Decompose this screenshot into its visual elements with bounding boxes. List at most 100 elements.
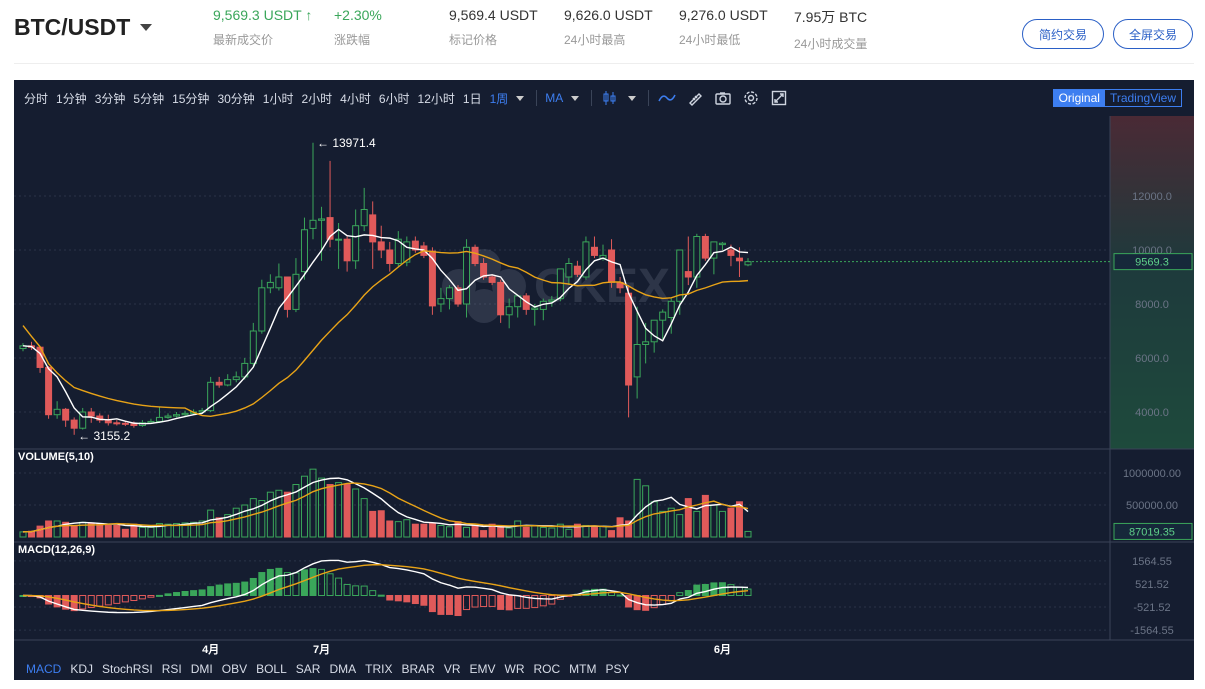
volume-bar bbox=[360, 498, 368, 538]
volume-bar bbox=[590, 526, 598, 538]
interval-3[interactable]: 5分钟 bbox=[133, 91, 165, 106]
indicator-tab-kdj[interactable]: KDJ bbox=[70, 662, 94, 676]
indicator-tab-vr[interactable]: VR bbox=[443, 662, 461, 676]
interval-4[interactable]: 15分钟 bbox=[172, 91, 210, 106]
candle bbox=[232, 371, 240, 383]
candle bbox=[266, 274, 274, 294]
interval-11[interactable]: 1日 bbox=[462, 91, 482, 106]
macd-histogram-bar bbox=[744, 588, 752, 597]
indicator-tab-brar[interactable]: BRAR bbox=[401, 662, 435, 676]
macd-histogram-bar bbox=[318, 568, 326, 596]
candle bbox=[608, 239, 616, 288]
macd-histogram-bar bbox=[343, 583, 351, 597]
fullscreen-icon[interactable] bbox=[769, 88, 789, 108]
macd-histogram-bar bbox=[463, 595, 471, 611]
chevron-down-icon[interactable] bbox=[571, 95, 580, 101]
macd-histogram-bar bbox=[266, 568, 274, 597]
indicator-tab-trix[interactable]: TRIX bbox=[365, 662, 393, 676]
draw-icon[interactable] bbox=[685, 88, 705, 108]
candle bbox=[565, 258, 573, 286]
candle bbox=[590, 236, 598, 259]
indicator-tab-roc[interactable]: ROC bbox=[533, 662, 561, 676]
macd-dif-line bbox=[22, 559, 749, 614]
candle bbox=[471, 244, 479, 267]
interval-list: 分时 1分钟 3分钟 5分钟 15分钟 30分钟 1小时 2小时 4小时 6小时 12小时 1日 1周 bbox=[24, 90, 516, 107]
volume-bar bbox=[659, 510, 667, 538]
macd-histogram-bar bbox=[113, 595, 121, 604]
volume-bar bbox=[463, 526, 471, 538]
macd-histogram-bar bbox=[79, 595, 87, 610]
interval-9[interactable]: 6小时 bbox=[378, 91, 410, 106]
chart-toolbar: 分时 1分钟 3分钟 5分钟 15分钟 30分钟 1小时 2小时 4小时 6小时 12小时 1日 1周 … bbox=[14, 80, 1194, 116]
simple-trade-button[interactable]: 简约交易 bbox=[1022, 19, 1104, 49]
candle bbox=[173, 412, 181, 418]
interval-7[interactable]: 2小时 bbox=[301, 91, 333, 106]
chevron-down-icon[interactable] bbox=[628, 95, 637, 101]
volume-bar bbox=[164, 523, 172, 538]
indicator-tab-psy[interactable]: PSY bbox=[605, 662, 630, 676]
indicator-tab-stochrsi[interactable]: StochRSI bbox=[102, 662, 153, 676]
indicator-tab-emv[interactable]: EMV bbox=[469, 662, 496, 676]
macd-histogram-bar bbox=[377, 594, 385, 597]
indicator-tab-rsi[interactable]: RSI bbox=[161, 662, 182, 676]
volume-bar bbox=[45, 520, 53, 538]
macd-tick: -1564.55 bbox=[1130, 625, 1173, 637]
indicator-tab-dma[interactable]: DMA bbox=[329, 662, 357, 676]
macd-histogram-bar bbox=[326, 573, 334, 596]
macd-histogram-bar bbox=[232, 582, 240, 596]
macd-histogram-bar bbox=[471, 595, 479, 608]
ticker-header: BTC/USDT 9,569.3 USDT ↑ 最新成交价 +2.30% 涨跌幅 9… bbox=[0, 0, 1205, 64]
indicator-tab-sar[interactable]: SAR bbox=[295, 662, 321, 676]
candle bbox=[497, 279, 505, 323]
interval-12[interactable]: 1周 bbox=[489, 91, 509, 106]
gear-icon[interactable] bbox=[741, 88, 761, 108]
interval-10[interactable]: 12小时 bbox=[417, 91, 455, 106]
candle bbox=[45, 366, 53, 419]
line-icon[interactable] bbox=[657, 88, 677, 108]
macd-histogram-bar bbox=[62, 595, 70, 610]
stat-label: 24小时最高 bbox=[564, 33, 626, 47]
stat-mark-price: 9,569.4 USDT 标记价格 bbox=[449, 7, 538, 48]
interval-5[interactable]: 30分钟 bbox=[217, 91, 255, 106]
indicator-tab-obv[interactable]: OBV bbox=[221, 662, 248, 676]
macd-histogram-bar bbox=[309, 568, 317, 596]
macd-histogram-bar bbox=[283, 572, 291, 597]
volume-bar bbox=[394, 521, 402, 538]
volume-bar bbox=[138, 526, 146, 538]
volume-ma5-line bbox=[22, 477, 749, 533]
candle bbox=[744, 258, 752, 267]
indicator-tab-wr[interactable]: WR bbox=[504, 662, 525, 676]
interval-2[interactable]: 3分钟 bbox=[94, 91, 126, 106]
mode-original[interactable]: Original bbox=[1053, 90, 1105, 106]
pair-name: BTC/USDT bbox=[14, 14, 131, 40]
mode-tradingview[interactable]: TradingView bbox=[1109, 91, 1176, 105]
price-chart[interactable]: 12000.010000.08000.06000.04000.01000000.… bbox=[14, 116, 1194, 660]
candle bbox=[437, 287, 445, 313]
macd-histogram-bar bbox=[539, 595, 547, 607]
candle bbox=[335, 223, 343, 269]
indicator-select[interactable]: MA bbox=[545, 91, 564, 105]
interval-6[interactable]: 1小时 bbox=[262, 91, 294, 106]
interval-dropdown-icon[interactable] bbox=[516, 95, 525, 101]
candle bbox=[70, 417, 78, 435]
indicator-tab-boll[interactable]: BOLL bbox=[256, 662, 287, 676]
indicator-tab-dmi[interactable]: DMI bbox=[190, 662, 213, 676]
x-axis-label: 4月 bbox=[202, 643, 219, 656]
indicator-tab-mtm[interactable]: MTM bbox=[569, 662, 597, 676]
volume-bar bbox=[377, 510, 385, 538]
volume-bar bbox=[522, 526, 530, 538]
interval-1[interactable]: 1分钟 bbox=[56, 91, 87, 106]
candle bbox=[87, 407, 95, 423]
price-axis-background bbox=[1110, 116, 1194, 449]
indicator-tab-macd[interactable]: MACD bbox=[26, 662, 62, 676]
stat-label: 24小时成交量 bbox=[794, 37, 868, 51]
interval-0[interactable]: 分时 bbox=[24, 91, 49, 106]
candlestick-icon[interactable] bbox=[600, 88, 620, 108]
pair-selector[interactable]: BTC/USDT bbox=[14, 14, 153, 41]
camera-icon[interactable] bbox=[713, 88, 733, 108]
interval-8[interactable]: 4小时 bbox=[340, 91, 371, 106]
volume-bar bbox=[173, 523, 181, 538]
candle bbox=[667, 298, 675, 334]
fullscreen-trade-button[interactable]: 全屏交易 bbox=[1113, 19, 1193, 49]
volume-bar bbox=[556, 523, 564, 538]
